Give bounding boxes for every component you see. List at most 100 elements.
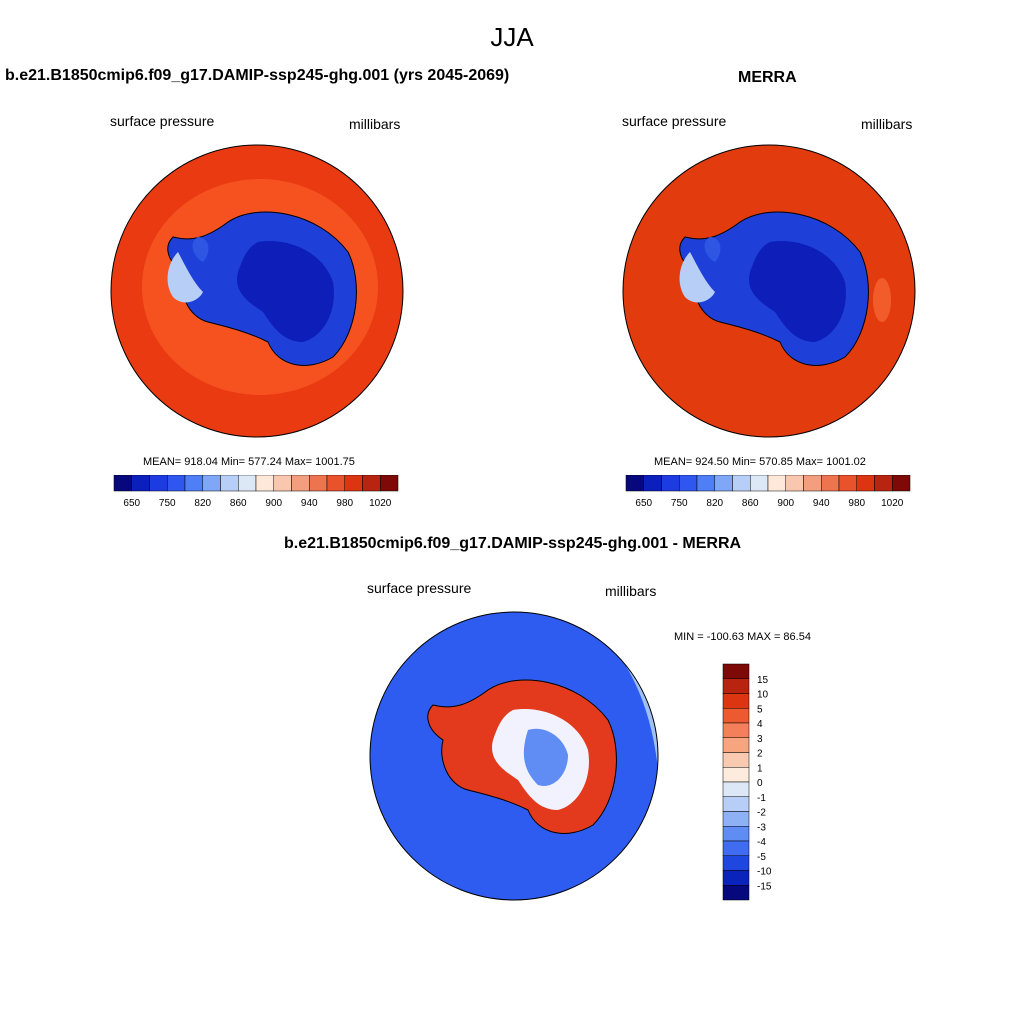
colorbar-1-swatch xyxy=(149,475,168,492)
colorbar-2-swatch xyxy=(732,475,751,492)
colorbar-3-label: -2 xyxy=(757,808,766,819)
colorbar-2-swatch xyxy=(714,475,733,492)
colorbar-2-swatch xyxy=(696,475,715,492)
colorbar-3-swatch xyxy=(722,737,750,753)
colorbar-3-swatch xyxy=(722,885,750,901)
colorbar-2-swatch xyxy=(661,475,680,492)
colorbar-3-swatch xyxy=(722,767,750,783)
panel-1-title: b.e21.B1850cmip6.f09_g17.DAMIP-ssp245-gh… xyxy=(5,67,510,84)
panel-1-ice-mid xyxy=(192,237,209,262)
panel-2-units: millibars xyxy=(861,116,913,132)
page-title: JJA xyxy=(490,22,534,52)
colorbar-1-swatch xyxy=(220,475,239,492)
colorbar-3-swatch xyxy=(722,663,750,679)
colorbar-2-label: 900 xyxy=(777,498,794,509)
colorbar-1-swatch xyxy=(291,475,310,492)
colorbar-1-label: 980 xyxy=(336,498,353,509)
colorbar-1-label: 820 xyxy=(194,498,211,509)
colorbar-3-label: 3 xyxy=(757,734,763,745)
colorbar-2-label: 860 xyxy=(742,498,759,509)
panel-2-ice-deep xyxy=(749,241,846,342)
colorbar-2-label: 650 xyxy=(635,498,652,509)
colorbar-3-label: 15 xyxy=(757,675,769,686)
colorbar-2-swatch xyxy=(679,475,698,492)
colorbar-3-label: -1 xyxy=(757,793,766,804)
panel-3-stats: MIN = -100.63 MAX = 86.54 xyxy=(674,631,811,643)
colorbar-3-swatch xyxy=(722,811,750,827)
colorbar-3-label: 1 xyxy=(757,763,763,774)
panel-3-map xyxy=(369,611,659,901)
colorbar-1-swatch xyxy=(326,475,345,492)
colorbar-3-label: -4 xyxy=(757,837,766,848)
colorbar-2-label: 820 xyxy=(706,498,723,509)
colorbar-3-label: 2 xyxy=(757,749,763,760)
colorbar-3-swatch xyxy=(722,722,750,738)
colorbar-3-swatch xyxy=(722,752,750,768)
colorbar-3-label: 10 xyxy=(757,690,769,701)
panel-1-ice-deep xyxy=(237,241,334,342)
colorbar-1-swatch xyxy=(309,475,328,492)
colorbar-3-swatch xyxy=(722,870,750,886)
colorbar-1-label: 860 xyxy=(230,498,247,509)
colorbar-2-swatch xyxy=(856,475,875,492)
colorbar-1-swatch xyxy=(344,475,363,492)
colorbar-3-swatch xyxy=(722,781,750,797)
colorbar-3-label: -10 xyxy=(757,867,772,878)
colorbar-2-swatch xyxy=(625,475,644,492)
colorbar-1-swatch xyxy=(202,475,221,492)
panel-2-title: MERRA xyxy=(738,69,797,86)
colorbar-3-label: 0 xyxy=(757,778,763,789)
colorbar-3-label: -5 xyxy=(757,852,766,863)
colorbar-2-swatch xyxy=(838,475,857,492)
colorbar-1-swatch xyxy=(184,475,203,492)
colorbar-2-swatch xyxy=(821,475,840,492)
colorbar-3-label: -15 xyxy=(757,881,772,892)
colorbar-3-swatch xyxy=(722,678,750,694)
panel-2-stats: MEAN= 924.50 Min= 570.85 Max= 1001.02 xyxy=(654,456,866,468)
colorbar-2-label: 750 xyxy=(671,498,688,509)
panel-3-variable: surface pressure xyxy=(367,580,472,596)
colorbar-1-swatch xyxy=(131,475,150,492)
colorbar-3-swatch xyxy=(722,708,750,724)
panel-3-title: b.e21.B1850cmip6.f09_g17.DAMIP-ssp245-gh… xyxy=(284,535,742,552)
panel-1-variable: surface pressure xyxy=(110,113,215,129)
colorbar-1-label: 1020 xyxy=(369,498,392,509)
colorbar-3-swatch xyxy=(722,826,750,842)
colorbar-1-label: 650 xyxy=(123,498,140,509)
colorbar-1-swatch xyxy=(238,475,257,492)
colorbar-1-label: 750 xyxy=(159,498,176,509)
colorbar-2-swatch xyxy=(803,475,822,492)
colorbar-1: 650 750 820 860 900 940 980 1020 xyxy=(113,475,399,509)
colorbar-2-label: 1020 xyxy=(881,498,904,509)
colorbar-1-swatch xyxy=(273,475,292,492)
colorbar-2-swatch xyxy=(785,475,804,492)
colorbar-1-swatch xyxy=(113,475,132,492)
colorbar-3-swatch xyxy=(722,796,750,812)
colorbar-2-swatch xyxy=(643,475,662,492)
colorbar-1-swatch xyxy=(167,475,186,492)
colorbar-1-swatch xyxy=(380,475,399,492)
panel-2-variable: surface pressure xyxy=(622,113,727,129)
colorbar-1-swatch xyxy=(362,475,381,492)
colorbar-1-label: 900 xyxy=(265,498,282,509)
colorbar-3-label: -3 xyxy=(757,822,766,833)
colorbar-2-swatch xyxy=(892,475,911,492)
panel-1-stats: MEAN= 918.04 Min= 577.24 Max= 1001.75 xyxy=(143,456,355,468)
panel-2-map xyxy=(622,144,916,438)
colorbar-3-swatch xyxy=(722,840,750,856)
panel-3-units: millibars xyxy=(605,583,657,599)
colorbar-3-swatch xyxy=(722,855,750,871)
colorbar-3-label: 4 xyxy=(757,719,763,730)
colorbar-2-swatch xyxy=(767,475,786,492)
colorbar-3-label: 5 xyxy=(757,704,763,715)
colorbar-2-swatch xyxy=(874,475,893,492)
panel-1-map xyxy=(110,144,404,438)
colorbar-2-label: 980 xyxy=(848,498,865,509)
colorbar-1-swatch xyxy=(255,475,274,492)
panel-2-ice-mid xyxy=(704,237,721,262)
colorbar-3-swatch xyxy=(722,693,750,709)
colorbar-2: 650 750 820 860 900 940 980 1020 xyxy=(625,475,911,509)
colorbar-1-label: 940 xyxy=(301,498,318,509)
colorbar-2-label: 940 xyxy=(813,498,830,509)
